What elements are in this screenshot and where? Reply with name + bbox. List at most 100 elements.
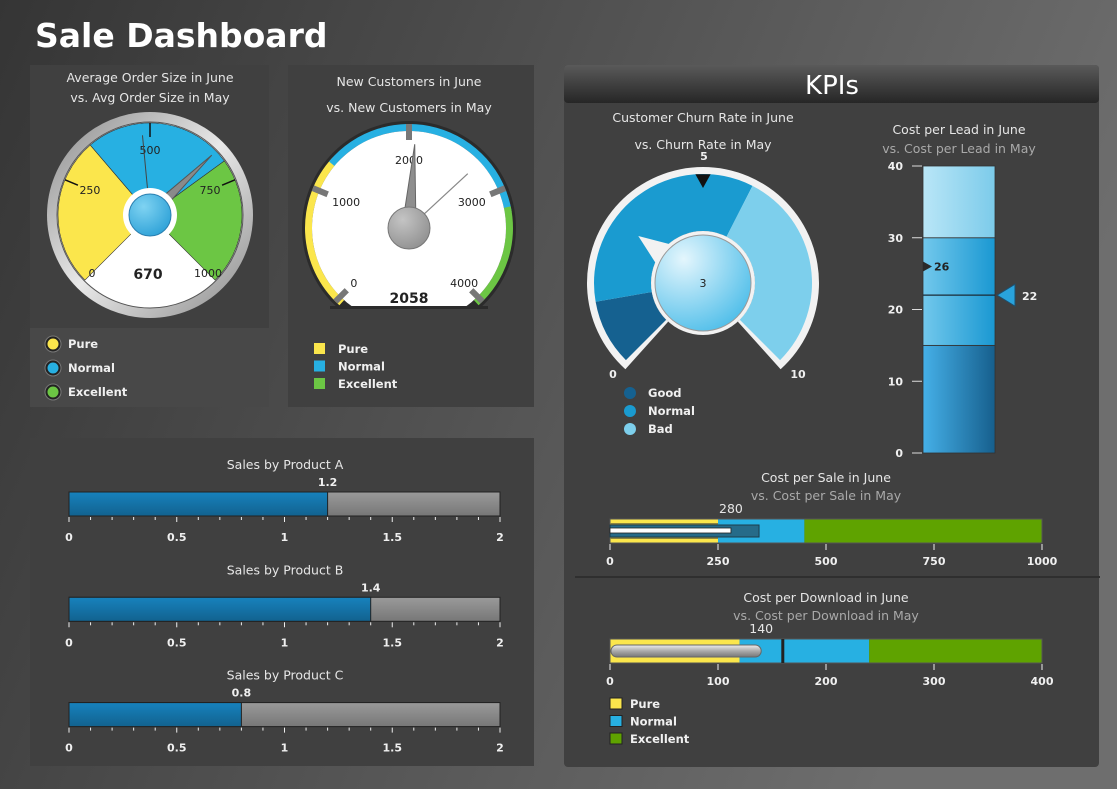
gauge-hub — [128, 193, 172, 237]
gauge-tick-label: 500 — [140, 144, 161, 157]
legend-label: Excellent — [630, 732, 690, 746]
axis-tick-label: 1 — [281, 742, 289, 755]
axis-tick-label: 250 — [707, 555, 730, 568]
axis-tick-label: 300 — [923, 675, 946, 688]
chart-subtitle: vs. Cost per Lead in May — [882, 141, 1036, 156]
legend-label: Excellent — [68, 385, 128, 399]
churn-title: Customer Churn Rate in June — [612, 110, 794, 125]
value-label: 0.8 — [232, 687, 252, 700]
axis-tick-label: 500 — [815, 555, 838, 568]
legend-pure-icon — [47, 338, 59, 350]
legend-excellent-icon — [314, 378, 325, 389]
gauge-band-normal — [89, 122, 225, 216]
legend-good-icon — [624, 387, 636, 399]
sales-bar-chart: Sales by Product C 0.8 0 0.5 1 1.5 2 — [65, 668, 504, 755]
lead-band — [922, 165, 996, 239]
gauge-band-normal — [329, 124, 512, 213]
legend-label: Pure — [68, 337, 98, 351]
chart-title: Sales by Product B — [227, 562, 344, 577]
min-label: 0 — [609, 368, 617, 381]
band-excellent — [804, 519, 1042, 543]
gauge-tick-label: 2000 — [395, 154, 423, 167]
value-label: 140 — [749, 621, 773, 636]
gauge-hub — [654, 234, 752, 332]
axis-tick-label: 30 — [888, 232, 904, 245]
chart-title: Sales by Product A — [227, 457, 344, 472]
band-excellent — [869, 639, 1042, 663]
axis-tick-label: 10 — [888, 375, 904, 388]
value-marker — [996, 283, 1016, 308]
chart-title: Cost per Sale in June — [761, 470, 891, 485]
gauge-band-good — [595, 291, 667, 361]
kpi-panel: KPIs Customer Churn Rate in June vs. Chur… — [564, 65, 1100, 767]
legend-label: Excellent — [338, 377, 398, 391]
axis-tick-label: 0.5 — [167, 531, 187, 544]
previous-marker — [695, 174, 711, 188]
axis-tick-label: 1 — [281, 636, 289, 649]
value-label: 22 — [1022, 290, 1037, 303]
axis-tick-label: 2 — [496, 636, 504, 649]
axis-tick-label: 0 — [895, 447, 903, 460]
gauge-tick — [311, 185, 329, 198]
new-customers-panel: New Customers in June vs. New Customers … — [288, 65, 534, 407]
chart-title: Cost per Download in June — [743, 590, 909, 605]
axis-tick-label: 0.5 — [167, 742, 187, 755]
gauge-tick-label: 0 — [350, 277, 357, 290]
gauge-band-excellent — [149, 160, 243, 281]
axis-tick-label: 750 — [923, 555, 946, 568]
gauge-tick — [221, 179, 236, 186]
legend-pure-icon — [609, 697, 623, 710]
legend-normal-icon — [314, 360, 325, 372]
gauge-tick-label: 4000 — [450, 277, 478, 290]
axis-tick-label: 400 — [1031, 675, 1054, 688]
axis-tick-label: 1.5 — [383, 742, 403, 755]
new-customers-title: New Customers in June — [336, 74, 481, 89]
value-bar — [609, 527, 732, 534]
previous-label: 5 — [700, 150, 708, 163]
chart-title: Sales by Product C — [227, 668, 344, 683]
legend-label: Bad — [648, 422, 673, 436]
bar-value — [68, 702, 242, 728]
gauge-tick-label: 750 — [200, 184, 221, 197]
avg-order-subtitle: vs. Avg Order Size in May — [70, 90, 230, 105]
legend-pure-icon — [314, 343, 325, 354]
legend-label: Normal — [68, 361, 115, 375]
legend-label: Normal — [338, 360, 385, 374]
kpi-header: KPIs — [805, 71, 859, 101]
value-label: 280 — [719, 501, 743, 516]
axis-tick-label: 0 — [606, 555, 614, 568]
previous-marker — [923, 261, 932, 272]
value-bar — [610, 644, 762, 658]
legend-normal-icon — [609, 715, 623, 727]
legend-label: Good — [648, 386, 681, 400]
gauge-value: 2058 — [390, 291, 429, 307]
gauge-band-pure — [57, 144, 151, 281]
gauge-band-normal — [594, 174, 753, 302]
lead-band — [922, 237, 996, 346]
bar-value — [68, 596, 372, 622]
bullet-frame — [609, 638, 1043, 664]
axis-tick-label: 0 — [606, 675, 614, 688]
sales-bar-chart: Sales by Product B 1.4 0 0.5 1 1.5 2 — [65, 562, 504, 649]
axis-tick-label: 0 — [65, 531, 73, 544]
previous-label: 26 — [934, 260, 950, 273]
target-marker — [781, 639, 785, 663]
axis-tick-label: 0 — [65, 636, 73, 649]
axis-tick-label: 1.5 — [383, 636, 403, 649]
axis-tick-label: 40 — [888, 160, 904, 173]
legend-normal-icon — [624, 405, 636, 417]
value-label: 1.4 — [361, 581, 381, 594]
gauge-tick-label: 1000 — [332, 196, 360, 209]
gauge-tick — [469, 288, 485, 304]
gauge-tick — [489, 185, 507, 198]
gauge-band-excellent — [473, 206, 513, 306]
churn-subtitle: vs. Churn Rate in May — [634, 137, 772, 152]
gauge-value: 670 — [133, 267, 162, 283]
legend-label: Normal — [630, 715, 677, 729]
legend-excellent-icon — [609, 732, 623, 745]
gauge-band-pure — [305, 157, 345, 306]
new-customers-subtitle: vs. New Customers in May — [326, 100, 492, 115]
legend-label: Pure — [630, 697, 660, 711]
